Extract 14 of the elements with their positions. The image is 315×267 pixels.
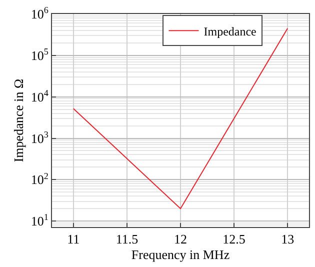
y-tick-label: 10$^{5}$ [30,46,49,63]
x-tick-label: 12 [174,232,187,247]
y-axis-title: Impedance in Ω [10,78,26,162]
x-tick-label: 13 [281,232,294,247]
y-tick-label: 10$^{4}$ [30,88,49,104]
x-tick-label: 11 [67,232,80,247]
y-tick-label: 10$^{6}$ [30,5,49,22]
x-axis-title: Frequency in MHz [131,247,230,262]
x-tick-label: 12.5 [222,232,246,247]
y-tick-label: 10$^{3}$ [30,129,49,146]
legend-label: Impedance [204,24,256,38]
y-tick-label: 10$^{1}$ [30,212,48,229]
y-tick-label: 10$^{2}$ [30,170,49,188]
x-tick-label: 11.5 [116,232,138,247]
